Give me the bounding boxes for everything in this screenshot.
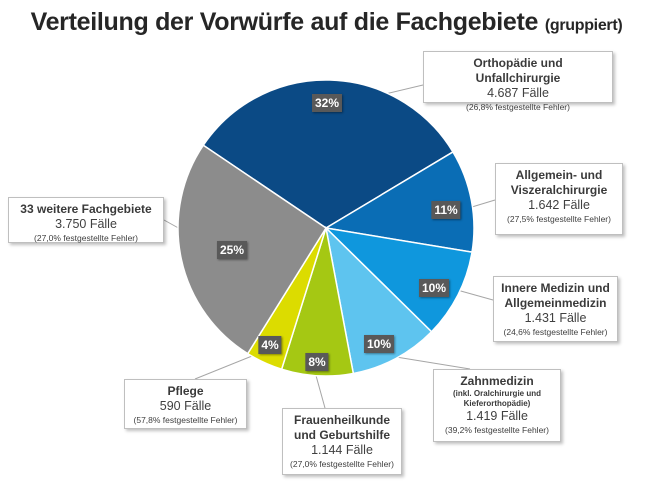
pie-slice-2	[323, 226, 473, 333]
data-callout: 33 weitere Fachgebiete 3.750 Fälle (27,0% …	[8, 197, 164, 243]
leader-line-4	[314, 371, 326, 409]
callout-category-note: Kieferorthopädie)	[463, 399, 531, 408]
callout-category-note: (inkl. Oralchirurgie und	[452, 389, 541, 398]
callout-category-name: 33 weitere Fachgebiete	[20, 202, 152, 216]
pie-slice-1	[323, 150, 475, 254]
callout-category-name: Zahnmedizin	[460, 374, 534, 388]
pie-slices	[177, 79, 475, 377]
percent-label: 4%	[258, 336, 282, 354]
callout-category-name: Pflege	[167, 384, 204, 398]
callout-error-rate: (27,5% festgestellte Fehler)	[507, 213, 611, 224]
chart-title: Verteilung der Vorwürfe auf die Fachgebi…	[0, 8, 653, 37]
callout-category-name: Allgemeinmedizin	[504, 296, 607, 310]
callout-cases: 1.642 Fälle	[528, 198, 590, 212]
chart-title-text: Verteilung der Vorwürfe auf die Fachgebi…	[30, 8, 539, 36]
callout-category-name: Viszeralchirurgie	[510, 183, 608, 197]
callout-cases: 1.144 Fälle	[311, 443, 373, 457]
callout-error-rate: (57,8% festgestellte Fehler)	[133, 414, 238, 425]
pie-slice-3	[324, 225, 433, 375]
chart-subtitle: (gruppiert)	[544, 17, 623, 34]
percent-label: 32%	[311, 94, 343, 112]
callout-cases: 4.687 Fälle	[487, 86, 549, 100]
percent-label: 25%	[216, 241, 248, 259]
data-callout: Innere Medizin und Allgemeinmedizin 1.431 …	[493, 276, 618, 342]
percent-label: 11%	[431, 201, 461, 219]
callout-category-name: Allgemein- und	[515, 168, 603, 182]
callout-category-name: Orthopädie und Unfallchirurgie	[473, 56, 563, 85]
callout-category-name: und Geburtshilfe	[294, 428, 390, 442]
data-callout: Frauenheilkunde und Geburtshilfe 1.144 Fäl…	[282, 408, 402, 475]
percent-label: 10%	[418, 279, 450, 297]
callout-category-name: Innere Medizin und	[501, 281, 610, 295]
leader-line-5	[194, 351, 263, 380]
callout-error-rate: (39,2% festgestellte Fehler)	[445, 424, 549, 435]
pie-slice-6	[177, 144, 328, 355]
callout-error-rate: (26,8% festgestellte Fehler)	[466, 101, 570, 112]
callout-cases: 3.750 Fälle	[55, 217, 117, 231]
callout-error-rate: (27,0% festgestellte Fehler)	[34, 232, 138, 243]
pie-slice-0	[202, 79, 454, 229]
data-callout: Zahnmedizin (inkl. Oralchirurgie und Kiefe…	[433, 369, 561, 442]
callout-cases: 590 Fälle	[159, 399, 212, 413]
callout-error-rate: (24,6% festgestellte Fehler)	[503, 326, 608, 337]
leader-line-3	[389, 355, 471, 370]
percent-label: 8%	[305, 353, 329, 371]
percent-label: 10%	[363, 335, 395, 353]
callout-error-rate: (27,0% festgestellte Fehler)	[290, 458, 394, 469]
data-callout: Orthopädie und Unfallchirurgie 4.687 Fäll…	[423, 51, 613, 112]
data-callout: Allgemein- und Viszeralchirurgie 1.642 Fäl…	[495, 163, 623, 235]
data-callout: Pflege 590 Fälle (57,8% festgestellte Fehl…	[124, 379, 247, 429]
callout-category-name: Frauenheilkunde	[293, 413, 391, 427]
callout-cases: 1.419 Fälle	[466, 409, 528, 423]
callout-cases: 1.431 Fälle	[524, 311, 587, 325]
